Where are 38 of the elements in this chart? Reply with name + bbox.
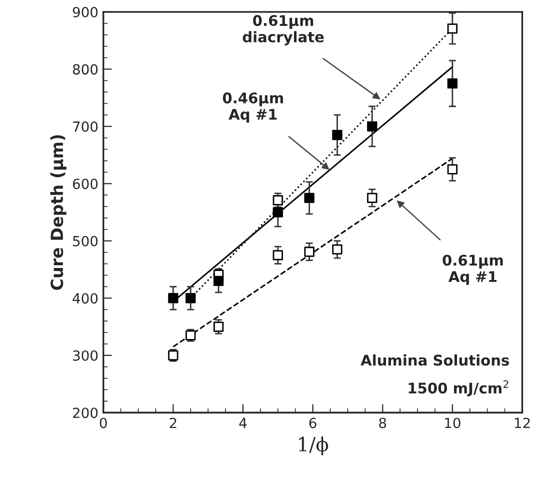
x-tick-label: 8 <box>379 418 386 428</box>
y-tick-label: 900 <box>72 6 98 18</box>
point <box>447 78 458 89</box>
point <box>213 322 224 332</box>
y-tick-label: 300 <box>73 350 98 361</box>
annotation: 0.46µm Aq #1 <box>222 92 283 123</box>
y-tick-label: 400 <box>72 293 98 304</box>
y-tick-label: 800 <box>72 64 98 75</box>
point <box>168 293 178 304</box>
x-tick-label: 2 <box>170 418 176 428</box>
annotation: Alumina Solutions <box>360 354 509 366</box>
x-tick-label: 12 <box>514 418 530 428</box>
y-tick-label: 500 <box>73 236 98 246</box>
y-tick-label: 700 <box>73 121 98 132</box>
point <box>367 121 378 132</box>
point <box>332 244 342 255</box>
point <box>367 192 378 204</box>
point <box>304 246 314 257</box>
point <box>447 164 458 174</box>
point <box>272 250 283 260</box>
y-tick-label: 200 <box>73 408 98 418</box>
x-tick-label: 6 <box>309 418 316 428</box>
y-tick-label: 600 <box>72 178 98 190</box>
annotation: 0.61µm diacrylate <box>242 15 324 46</box>
point <box>447 23 458 34</box>
x-axis-title: 1/ϕ <box>299 436 328 456</box>
point <box>272 195 283 206</box>
point <box>332 130 342 140</box>
point <box>186 293 196 304</box>
x-tick-label: 4 <box>239 418 247 428</box>
y-axis-title: Cure Depth (µm) <box>50 135 66 290</box>
point <box>304 192 314 204</box>
annotation: 1500 mJ/cm$^{2}$ <box>408 380 508 396</box>
annotation: 0.61µm Aq #1 <box>442 254 503 285</box>
point <box>213 276 224 286</box>
x-tick-label: 10 <box>445 418 460 428</box>
x-tick-label: 0 <box>100 418 107 428</box>
point <box>272 207 283 218</box>
